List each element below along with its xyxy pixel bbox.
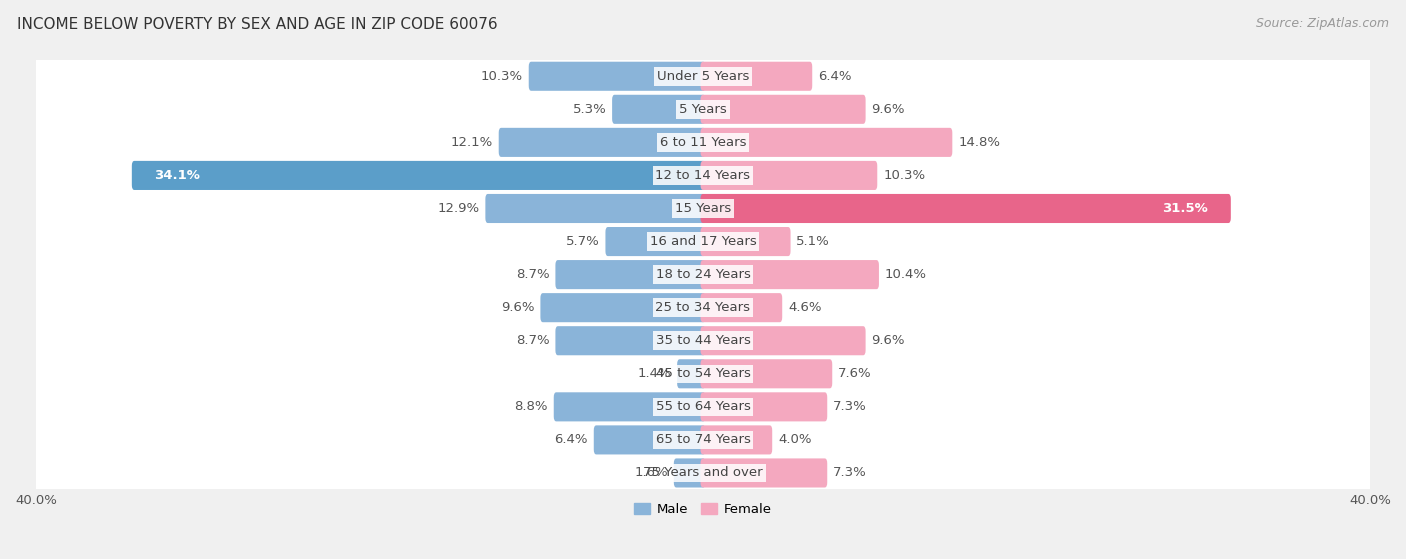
Text: 16 and 17 Years: 16 and 17 Years — [650, 235, 756, 248]
FancyBboxPatch shape — [485, 194, 706, 223]
Text: 45 to 54 Years: 45 to 54 Years — [655, 367, 751, 380]
Text: 12.9%: 12.9% — [437, 202, 479, 215]
Text: 31.5%: 31.5% — [1163, 202, 1208, 215]
FancyBboxPatch shape — [673, 458, 706, 487]
Text: 12.1%: 12.1% — [451, 136, 494, 149]
FancyBboxPatch shape — [25, 150, 1381, 201]
FancyBboxPatch shape — [700, 61, 813, 91]
Text: 5.7%: 5.7% — [565, 235, 599, 248]
Text: 7.3%: 7.3% — [834, 400, 868, 413]
FancyBboxPatch shape — [28, 184, 1378, 233]
FancyBboxPatch shape — [606, 227, 706, 256]
FancyBboxPatch shape — [25, 51, 1381, 102]
Text: Under 5 Years: Under 5 Years — [657, 70, 749, 83]
FancyBboxPatch shape — [678, 359, 706, 389]
Text: 25 to 34 Years: 25 to 34 Years — [655, 301, 751, 314]
Text: 10.3%: 10.3% — [481, 70, 523, 83]
FancyBboxPatch shape — [28, 151, 1378, 200]
FancyBboxPatch shape — [25, 381, 1381, 432]
Text: Source: ZipAtlas.com: Source: ZipAtlas.com — [1256, 17, 1389, 30]
FancyBboxPatch shape — [540, 293, 706, 322]
FancyBboxPatch shape — [25, 282, 1381, 333]
Legend: Male, Female: Male, Female — [628, 498, 778, 522]
Text: 15 Years: 15 Years — [675, 202, 731, 215]
FancyBboxPatch shape — [25, 183, 1381, 234]
FancyBboxPatch shape — [700, 425, 772, 454]
FancyBboxPatch shape — [700, 392, 827, 421]
FancyBboxPatch shape — [28, 118, 1378, 167]
Text: 4.6%: 4.6% — [787, 301, 821, 314]
FancyBboxPatch shape — [132, 161, 706, 190]
Text: 8.8%: 8.8% — [515, 400, 548, 413]
FancyBboxPatch shape — [28, 349, 1378, 398]
FancyBboxPatch shape — [555, 326, 706, 356]
Text: 18 to 24 Years: 18 to 24 Years — [655, 268, 751, 281]
FancyBboxPatch shape — [593, 425, 706, 454]
FancyBboxPatch shape — [700, 359, 832, 389]
Text: 6.4%: 6.4% — [818, 70, 852, 83]
FancyBboxPatch shape — [25, 117, 1381, 168]
Text: 9.6%: 9.6% — [872, 103, 905, 116]
Text: 9.6%: 9.6% — [501, 301, 534, 314]
Text: 8.7%: 8.7% — [516, 268, 550, 281]
FancyBboxPatch shape — [28, 448, 1378, 498]
Text: 8.7%: 8.7% — [516, 334, 550, 347]
Text: 5 Years: 5 Years — [679, 103, 727, 116]
Text: 6.4%: 6.4% — [554, 433, 588, 447]
FancyBboxPatch shape — [28, 415, 1378, 465]
FancyBboxPatch shape — [554, 392, 706, 421]
FancyBboxPatch shape — [28, 52, 1378, 101]
FancyBboxPatch shape — [700, 95, 866, 124]
Text: 65 to 74 Years: 65 to 74 Years — [655, 433, 751, 447]
Text: 1.4%: 1.4% — [638, 367, 671, 380]
Text: 35 to 44 Years: 35 to 44 Years — [655, 334, 751, 347]
Text: 7.3%: 7.3% — [834, 466, 868, 480]
Text: 12 to 14 Years: 12 to 14 Years — [655, 169, 751, 182]
FancyBboxPatch shape — [25, 348, 1381, 399]
FancyBboxPatch shape — [25, 315, 1381, 366]
FancyBboxPatch shape — [499, 128, 706, 157]
FancyBboxPatch shape — [25, 414, 1381, 465]
FancyBboxPatch shape — [700, 260, 879, 289]
Text: 75 Years and over: 75 Years and over — [643, 466, 763, 480]
FancyBboxPatch shape — [700, 128, 952, 157]
FancyBboxPatch shape — [700, 194, 1230, 223]
Text: 34.1%: 34.1% — [155, 169, 200, 182]
Text: 9.6%: 9.6% — [872, 334, 905, 347]
FancyBboxPatch shape — [25, 249, 1381, 300]
Text: 10.3%: 10.3% — [883, 169, 925, 182]
Text: 55 to 64 Years: 55 to 64 Years — [655, 400, 751, 413]
FancyBboxPatch shape — [700, 326, 866, 356]
Text: 6 to 11 Years: 6 to 11 Years — [659, 136, 747, 149]
Text: 4.0%: 4.0% — [778, 433, 811, 447]
FancyBboxPatch shape — [28, 85, 1378, 134]
FancyBboxPatch shape — [700, 293, 782, 322]
Text: 5.3%: 5.3% — [572, 103, 606, 116]
FancyBboxPatch shape — [700, 161, 877, 190]
FancyBboxPatch shape — [25, 84, 1381, 135]
FancyBboxPatch shape — [28, 250, 1378, 299]
FancyBboxPatch shape — [25, 448, 1381, 499]
FancyBboxPatch shape — [700, 227, 790, 256]
FancyBboxPatch shape — [555, 260, 706, 289]
Text: 7.6%: 7.6% — [838, 367, 872, 380]
Text: 14.8%: 14.8% — [957, 136, 1000, 149]
Text: 5.1%: 5.1% — [796, 235, 830, 248]
Text: 10.4%: 10.4% — [884, 268, 927, 281]
FancyBboxPatch shape — [28, 217, 1378, 266]
FancyBboxPatch shape — [529, 61, 706, 91]
FancyBboxPatch shape — [25, 216, 1381, 267]
FancyBboxPatch shape — [28, 316, 1378, 365]
FancyBboxPatch shape — [700, 458, 827, 487]
Text: INCOME BELOW POVERTY BY SEX AND AGE IN ZIP CODE 60076: INCOME BELOW POVERTY BY SEX AND AGE IN Z… — [17, 17, 498, 32]
FancyBboxPatch shape — [28, 382, 1378, 432]
FancyBboxPatch shape — [612, 95, 706, 124]
Text: 1.6%: 1.6% — [634, 466, 668, 480]
FancyBboxPatch shape — [28, 283, 1378, 332]
